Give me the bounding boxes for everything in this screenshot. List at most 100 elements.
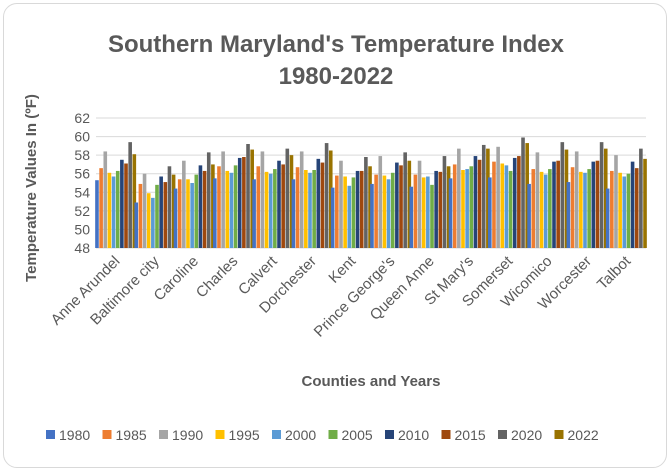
bar xyxy=(163,182,168,248)
bar xyxy=(142,173,147,248)
bar xyxy=(128,142,132,248)
bar xyxy=(452,164,457,248)
x-tick-label: Kent xyxy=(325,252,359,286)
bar xyxy=(378,156,383,248)
bar xyxy=(535,152,540,248)
bar xyxy=(552,161,556,248)
y-tick-label: 50 xyxy=(74,221,90,237)
legend-label: 2022 xyxy=(568,427,599,443)
y-tick-label: 62 xyxy=(74,110,90,126)
bar xyxy=(256,166,261,248)
bar xyxy=(395,162,399,248)
bar xyxy=(225,170,230,248)
bar xyxy=(328,150,333,248)
bar xyxy=(103,151,108,248)
bar xyxy=(587,169,591,248)
bar xyxy=(390,172,395,248)
chart-title-line-2: 1980-2022 xyxy=(279,63,394,90)
bar xyxy=(566,182,571,248)
x-tick-label: Talbot xyxy=(594,252,635,293)
bar xyxy=(481,144,486,248)
bar xyxy=(351,177,356,248)
bar xyxy=(556,160,560,248)
bar xyxy=(268,173,273,248)
bar xyxy=(525,143,529,248)
bar xyxy=(330,187,335,248)
bar xyxy=(560,142,565,248)
bar xyxy=(364,157,368,248)
y-tick-labels: 48 50 52 54 56 58 60 62 xyxy=(74,110,90,256)
bar xyxy=(291,179,296,248)
legend-label: 2020 xyxy=(511,427,542,443)
chart-title-line-1: Southern Maryland's Temperature Index xyxy=(108,31,565,58)
bar xyxy=(111,176,116,248)
bar xyxy=(477,159,482,248)
legend-label: 2010 xyxy=(398,427,429,443)
bar xyxy=(626,173,631,248)
bar xyxy=(579,171,583,248)
bar xyxy=(461,170,465,248)
bar xyxy=(190,183,194,248)
y-tick-label: 60 xyxy=(74,129,90,145)
bar xyxy=(374,174,378,248)
bar xyxy=(281,164,285,248)
bar xyxy=(308,172,312,248)
bar xyxy=(643,158,647,248)
bar xyxy=(155,184,159,248)
bar xyxy=(521,137,525,248)
legend: 1980 1985 1990 1995 2000 2005 2010 2015 2020 2022 xyxy=(46,427,599,443)
bar xyxy=(603,148,608,248)
bar xyxy=(438,171,443,248)
x-tick-label: Charles xyxy=(193,253,242,302)
legend-swatch xyxy=(102,430,112,439)
bar xyxy=(206,152,211,248)
bar xyxy=(202,170,207,248)
bar xyxy=(171,174,176,248)
bar xyxy=(324,143,329,248)
bar xyxy=(273,169,277,248)
y-tick-label: 52 xyxy=(74,203,90,219)
bar xyxy=(99,168,103,248)
legend-label: 2000 xyxy=(285,427,316,443)
legend-swatch xyxy=(215,430,225,439)
bar xyxy=(426,176,430,248)
bar xyxy=(409,186,414,248)
legend-swatch xyxy=(328,430,338,439)
bar xyxy=(618,172,622,248)
bars xyxy=(95,137,647,248)
legend-label: 2015 xyxy=(455,427,486,443)
bar xyxy=(413,174,418,248)
legend-swatch xyxy=(46,430,55,439)
bar xyxy=(312,170,316,248)
bar xyxy=(399,165,403,248)
bar xyxy=(368,166,372,248)
legend-label: 1990 xyxy=(172,427,203,443)
bar xyxy=(595,160,600,248)
x-axis-label: Counties and Years xyxy=(302,373,441,390)
bar xyxy=(508,170,513,248)
bar xyxy=(138,183,143,248)
bar xyxy=(382,175,387,248)
y-tick-label: 48 xyxy=(74,240,90,256)
bar xyxy=(446,166,451,248)
bar xyxy=(186,179,190,248)
bar xyxy=(146,193,151,248)
bar xyxy=(517,156,521,248)
bar xyxy=(512,157,517,248)
bar xyxy=(457,148,461,248)
bar xyxy=(386,179,391,248)
legend-label: 1985 xyxy=(116,427,147,443)
bar xyxy=(198,165,203,248)
bar xyxy=(316,158,321,248)
bar xyxy=(213,178,217,248)
bar xyxy=(304,170,308,248)
bar xyxy=(115,170,120,248)
bar xyxy=(630,161,635,248)
y-tick-label: 58 xyxy=(74,147,90,163)
bar xyxy=(492,161,496,248)
bar xyxy=(252,179,256,248)
legend-label: 2005 xyxy=(342,427,373,443)
bar xyxy=(177,179,182,248)
bar xyxy=(488,177,492,248)
bar xyxy=(548,169,552,248)
